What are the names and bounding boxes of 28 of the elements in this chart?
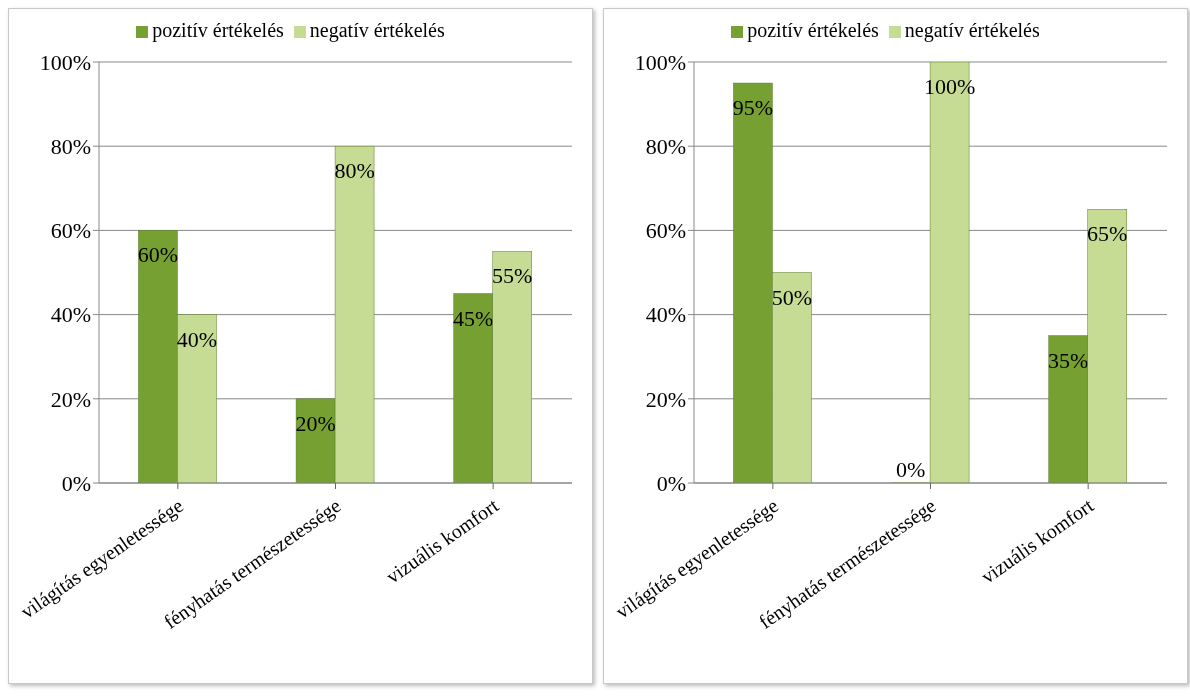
y-tick-label: 80% (645, 134, 686, 160)
y-tick-label: 100% (39, 49, 91, 75)
data-label: 100% (923, 74, 976, 99)
y-tick-label: 80% (50, 134, 91, 160)
y-tick-label: 60% (645, 218, 686, 244)
data-label: 80% (334, 158, 375, 184)
data-label: 40% (176, 326, 218, 352)
data-label: 0% (895, 457, 926, 482)
y-tick-label: 60% (50, 218, 91, 244)
data-label: 45% (453, 305, 494, 331)
legend-label: pozitív értékelés (747, 19, 879, 41)
data-label: 35% (1048, 347, 1089, 373)
y-tick-label: 20% (645, 386, 686, 412)
y-tick-label: 40% (50, 302, 91, 328)
data-label: 65% (1087, 221, 1128, 247)
data-label: 60% (137, 242, 179, 268)
legend-label: negatív értékelés (904, 19, 1040, 41)
y-tick-label: 40% (645, 302, 686, 328)
data-label: 55% (492, 263, 533, 289)
legend-label: negatív értékelés (309, 19, 445, 41)
data-label: 95% (732, 95, 774, 121)
legend-label: pozitív értékelés (152, 19, 284, 41)
y-tick-label: 20% (50, 386, 91, 412)
y-tick-label: 0% (656, 470, 686, 496)
data-label: 50% (771, 284, 813, 310)
data-label: 20% (295, 410, 336, 436)
y-tick-label: 0% (61, 470, 91, 496)
y-tick-label: 100% (634, 49, 686, 75)
